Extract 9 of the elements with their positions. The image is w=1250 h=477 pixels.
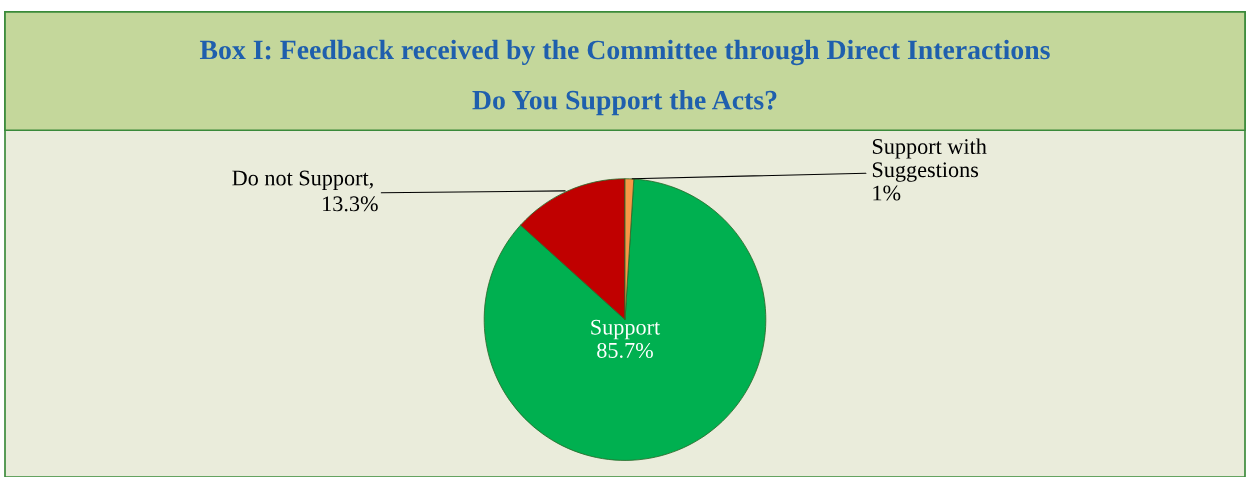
slice-label: Support (591, 319, 661, 340)
data-label: 1% (873, 185, 901, 201)
text: , (369, 183, 373, 189)
slice-label: Do not Support (232, 170, 369, 191)
data-label: 85.7% (597, 342, 653, 358)
data-label: 13.3% (323, 196, 378, 212)
slice-label: Support with Suggestions (872, 138, 987, 182)
chart-subtitle: Do You Support the Acts? (472, 89, 777, 116)
chart-title: Box I: Feedback received by the Committee through Direct Interactions (199, 39, 1050, 66)
